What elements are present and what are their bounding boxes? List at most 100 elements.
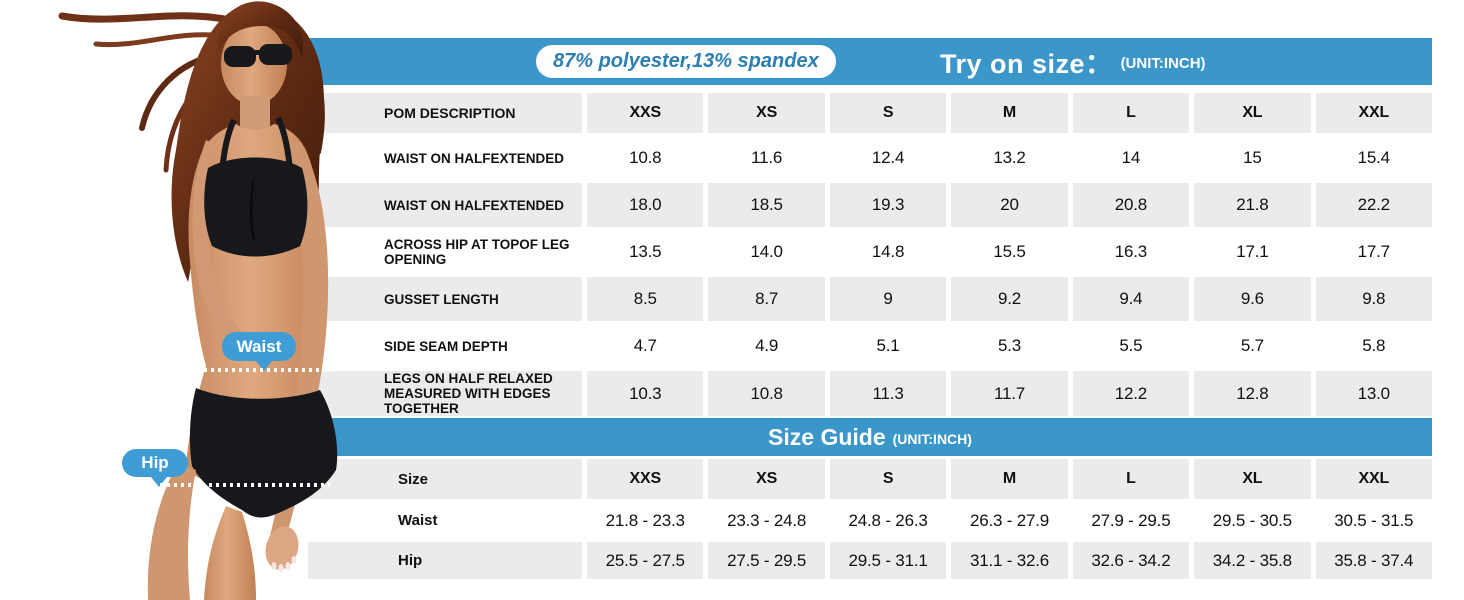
table-cell: 18.5 (708, 183, 825, 227)
table-cell: 24.8 - 26.3 (848, 510, 928, 530)
table-row: LEGS ON HALF RELAXED MEASURED WITH EDGES… (308, 371, 1432, 416)
table-cell: 23.3 - 24.8 (727, 510, 807, 530)
table-cell: 9.8 (1315, 277, 1432, 321)
table-cell: 11.3 (829, 371, 947, 416)
row-label: WAIST ON HALFEXTENDED (308, 183, 582, 227)
table-cell: 13.2 (993, 148, 1026, 167)
size-column-header: XXS (587, 93, 704, 133)
table-cell: 5.3 (997, 336, 1022, 355)
bikini-top (204, 116, 308, 257)
table-cell: 29.5 - 30.5 (1212, 510, 1292, 530)
try-on-size-unit: (UNIT:INCH) (1120, 55, 1206, 72)
table-row: ACROSS HIP AT TOPOF LEG OPENING 13.5 14.0 1… (308, 230, 1432, 274)
row-label: GUSSET LENGTH (308, 277, 582, 321)
size-column-header: XXL (1315, 93, 1432, 133)
row-label: Hip (308, 542, 582, 579)
row-label: Waist (398, 512, 438, 529)
size-column-header: M (951, 93, 1068, 133)
size-guide-table: Size XXS XS S M L XL XXL Waist 21.8 - 23.3 23.3 - … (308, 459, 1432, 579)
table-cell: 14.8 (871, 242, 905, 261)
hip-tag-label: Hip (141, 453, 169, 472)
table-cell: 12.2 (1072, 371, 1190, 416)
try-on-size-table: POM DESCRIPTION XXS XS S M L XL XXL WAIST ON HAL… (308, 93, 1432, 416)
table-cell: 17.7 (1357, 242, 1390, 261)
table-cell: 8.5 (587, 277, 704, 321)
table-row: Waist 21.8 - 23.3 23.3 - 24.8 24.8 - 26.3 26… (308, 502, 1432, 539)
table-cell: 9.2 (951, 277, 1068, 321)
sunglasses-icon (224, 44, 292, 67)
table-cell: 20.8 (1072, 183, 1190, 227)
table-cell: 9.4 (1072, 277, 1190, 321)
table-cell: 26.3 - 27.9 (969, 510, 1050, 530)
table-cell: 13.5 (629, 242, 662, 261)
table-cell: 5.5 (1119, 336, 1143, 355)
table-cell: 11.7 (951, 371, 1068, 416)
table-cell: 17.1 (1236, 242, 1269, 261)
size-column-header: S (829, 459, 947, 499)
table-cell: 4.7 (633, 336, 657, 355)
table-row: Hip 25.5 - 27.5 27.5 - 29.5 29.5 - 31.1 31.1… (308, 542, 1432, 579)
row-label: LEGS ON HALF RELAXED MEASURED WITH EDGES… (308, 371, 582, 416)
size-column-header: XXS (587, 459, 704, 499)
table-cell: 8.7 (708, 277, 825, 321)
size-guide-header-bar: Size Guide (UNIT:INCH) (308, 418, 1432, 456)
fabric-badge: 87% polyester,13% spandex (536, 45, 836, 78)
size-column-header: XL (1194, 459, 1311, 499)
size-column-header: L (1072, 93, 1190, 133)
face (221, 23, 287, 105)
table-cell: 15.4 (1357, 148, 1390, 167)
table-cell: 13.0 (1315, 371, 1432, 416)
table-header-row: Size XXS XS S M L XL XXL (308, 459, 1432, 499)
size-column-header: XS (708, 93, 825, 133)
table-cell: 5.8 (1362, 336, 1386, 355)
table-cell: 12.4 (871, 148, 905, 167)
size-chart-panel: 87% polyester,13% spandex Try on size： (… (308, 0, 1432, 600)
table-cell: 21.8 (1194, 183, 1311, 227)
table-cell: 32.6 - 34.2 (1072, 542, 1190, 579)
size-guide-title: Size Guide (768, 423, 886, 450)
table-cell: 16.3 (1114, 242, 1148, 261)
row-label: ACROSS HIP AT TOPOF LEG OPENING (384, 237, 570, 267)
label-column-header: POM DESCRIPTION (308, 93, 582, 133)
table-cell: 18.0 (587, 183, 704, 227)
table-row: WAIST ON HALFEXTENDED 10.8 11.6 12.4 13.2 14 1… (308, 136, 1432, 180)
table-cell: 11.6 (751, 148, 783, 167)
size-column-header: M (951, 459, 1068, 499)
table-cell: 31.1 - 32.6 (951, 542, 1068, 579)
try-on-size-header-bar: 87% polyester,13% spandex Try on size： (… (308, 38, 1432, 85)
table-cell: 21.8 - 23.3 (605, 510, 685, 530)
hand (265, 526, 299, 572)
row-label: SIDE SEAM DEPTH (384, 338, 508, 354)
table-row: WAIST ON HALFEXTENDED 18.0 18.5 19.3 20 20.8 2… (308, 183, 1432, 227)
table-cell: 35.8 - 37.4 (1315, 542, 1432, 579)
size-column-header: XS (708, 459, 825, 499)
table-cell: 9.6 (1194, 277, 1311, 321)
table-cell: 10.8 (708, 371, 825, 416)
table-cell: 34.2 - 35.8 (1194, 542, 1311, 579)
waist-dotted-line (190, 368, 332, 372)
table-cell: 10.8 (629, 148, 662, 167)
table-cell: 19.3 (829, 183, 947, 227)
table-cell: 30.5 - 31.5 (1334, 510, 1414, 530)
size-column-header: S (829, 93, 947, 133)
model-photo (58, 1, 338, 600)
table-cell: 5.7 (1240, 336, 1264, 355)
table-cell: 29.5 - 31.1 (829, 542, 947, 579)
table-row: GUSSET LENGTH 8.5 8.7 9 9.2 9.4 9.6 9.8 (308, 277, 1432, 321)
table-cell: 12.8 (1194, 371, 1311, 416)
table-cell: 22.2 (1315, 183, 1432, 227)
size-column-header: L (1072, 459, 1190, 499)
table-header-row: POM DESCRIPTION XXS XS S M L XL XXL (308, 93, 1432, 133)
table-cell: 14 (1121, 148, 1141, 167)
table-cell: 25.5 - 27.5 (587, 542, 704, 579)
table-cell: 14.0 (750, 242, 783, 261)
size-guide-unit: (UNIT:INCH) (892, 430, 972, 447)
table-cell: 5.1 (876, 336, 900, 355)
table-cell: 15 (1243, 148, 1262, 167)
try-on-size-title: Try on size： (UNIT:INCH) (940, 38, 1206, 85)
table-cell: 15.5 (993, 242, 1026, 261)
table-cell: 20 (951, 183, 1068, 227)
hip-tag: Hip (122, 449, 188, 487)
label-column-header: Size (308, 459, 582, 499)
table-cell: 27.5 - 29.5 (708, 542, 825, 579)
